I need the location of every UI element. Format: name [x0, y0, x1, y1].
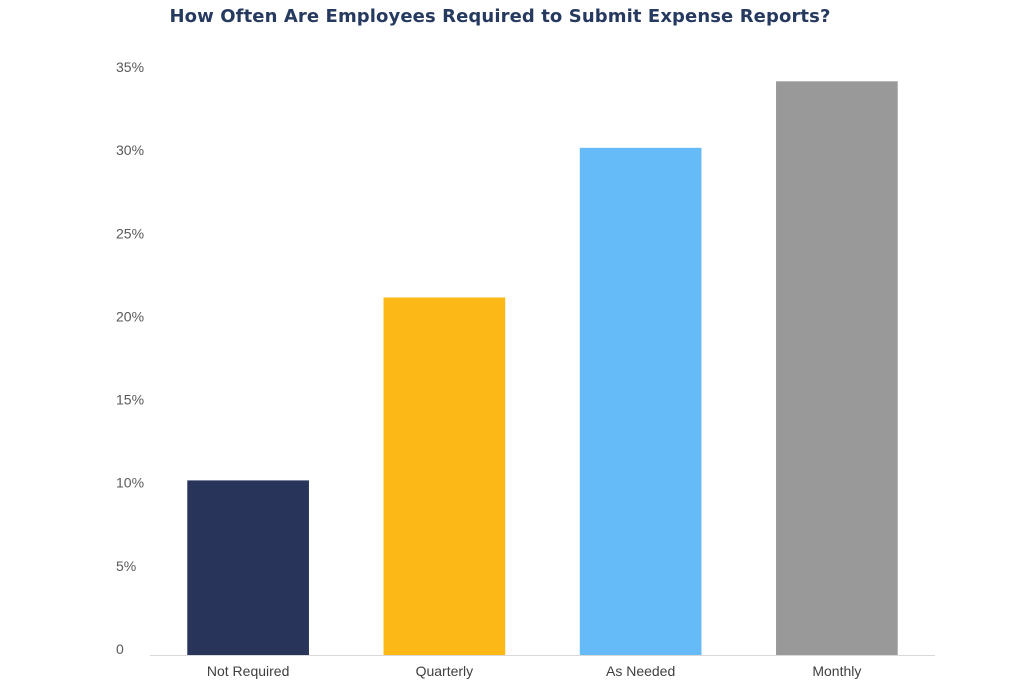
- x-category-label: Quarterly: [416, 663, 474, 679]
- y-tick-label: 35%: [116, 59, 144, 75]
- x-category-label: Not Required: [207, 663, 290, 679]
- y-tick-label: 10%: [116, 475, 144, 491]
- bars: [187, 81, 898, 656]
- bar-not-required: [187, 480, 309, 655]
- y-tick-label: 25%: [116, 225, 144, 241]
- bar-monthly: [776, 81, 898, 656]
- bar-as-needed: [579, 147, 702, 656]
- y-tick-label: 0: [116, 641, 124, 657]
- chart-title: How Often Are Employees Required to Subm…: [169, 6, 831, 27]
- x-category-label: Monthly: [812, 663, 861, 679]
- x-category-label: As Needed: [606, 663, 675, 679]
- y-tick-label: 20%: [116, 308, 144, 324]
- y-axis-ticks: 0 5% 10% 15% 20% 25% 30% 35%: [116, 59, 144, 657]
- bar-quarterly: [383, 297, 506, 655]
- y-tick-label: 15%: [116, 392, 144, 408]
- x-axis-labels: Not Required Quarterly As Needed Monthly: [207, 663, 862, 679]
- y-tick-label: 30%: [116, 142, 144, 158]
- y-tick-label: 5%: [116, 558, 136, 574]
